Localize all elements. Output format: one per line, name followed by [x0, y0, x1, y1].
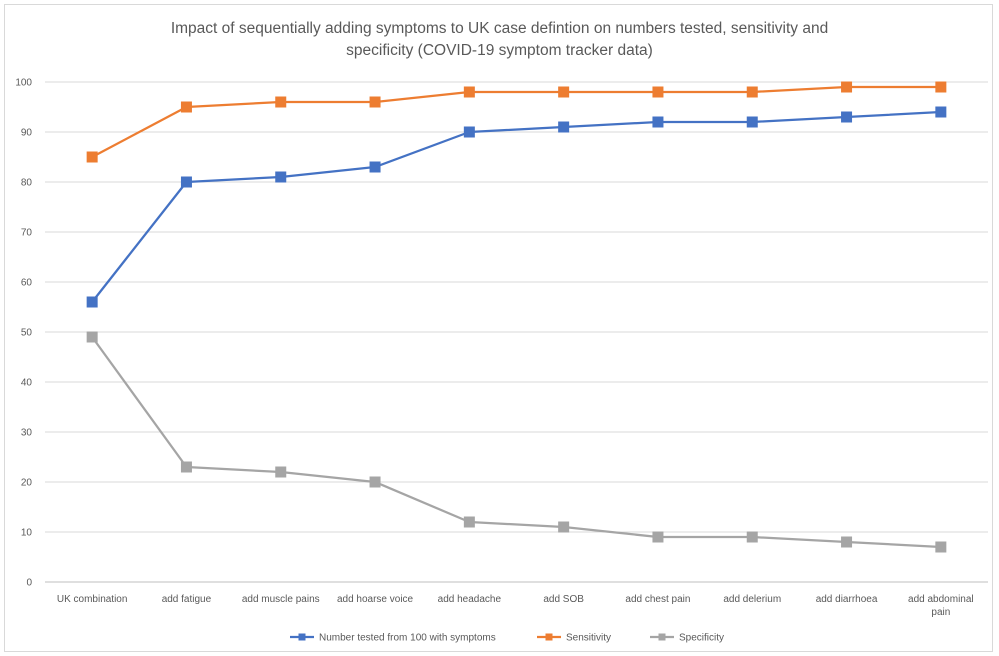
x-tick-label: add fatigue — [162, 594, 212, 605]
y-tick-label: 10 — [21, 528, 33, 539]
data-point-marker — [86, 296, 98, 308]
data-point-marker — [935, 81, 947, 93]
x-tick-label-line: add SOB — [543, 594, 584, 605]
data-point-marker — [86, 151, 98, 163]
x-tick-label: add SOB — [543, 594, 584, 605]
x-tick-label: add headache — [438, 594, 502, 605]
x-tick-label-line: add hoarse voice — [337, 594, 414, 605]
legend-label: Sensitivity — [566, 633, 611, 644]
data-point-marker — [746, 531, 758, 543]
y-tick-label: 40 — [21, 378, 33, 389]
chart-title: Impact of sequentially adding symptoms t… — [0, 18, 999, 62]
legend-marker — [658, 633, 666, 641]
data-point-marker — [652, 531, 664, 543]
x-tick-label-line: add muscle pains — [242, 594, 320, 605]
data-point-marker — [841, 81, 853, 93]
chart-title-line-1: Impact of sequentially adding symptoms t… — [170, 20, 829, 37]
data-point-marker — [841, 111, 853, 123]
chart-frame — [4, 4, 993, 652]
data-point-marker — [180, 461, 192, 473]
data-point-marker — [463, 86, 475, 98]
x-tick-label: add abdominal pain — [908, 594, 974, 618]
x-tick-label: add hoarse voice — [337, 594, 414, 605]
data-point-marker — [746, 116, 758, 128]
x-axis-tick-labels: UK combination add fatigue add muscle pain… — [57, 594, 974, 618]
y-tick-label: 80 — [21, 178, 33, 189]
data-point-marker — [935, 541, 947, 553]
data-point-marker — [275, 171, 287, 183]
legend-label: Specificity — [679, 633, 724, 644]
x-tick-label-line: add headache — [438, 594, 502, 605]
y-tick-label: 30 — [21, 428, 33, 439]
x-tick-label: add delerium — [723, 594, 781, 605]
series-line — [91, 110, 941, 303]
legend-label: Number tested from 100 with symptoms — [319, 633, 496, 644]
series-lines — [86, 81, 947, 553]
legend: Number tested from 100 with symptoms Sens… — [290, 633, 724, 644]
data-point-marker — [86, 331, 98, 343]
data-point-marker — [746, 86, 758, 98]
x-tick-label-line: add chest pain — [625, 594, 690, 605]
x-tick-label: add muscle pains — [242, 594, 320, 605]
data-point-marker — [558, 521, 570, 533]
data-point-marker — [369, 476, 381, 488]
x-tick-label-line: add abdominal — [908, 594, 974, 605]
y-tick-label: 0 — [26, 578, 32, 589]
x-tick-label-line: add delerium — [723, 594, 781, 605]
y-tick-label: 50 — [21, 328, 33, 339]
data-point-marker — [463, 126, 475, 138]
data-point-marker — [369, 161, 381, 173]
x-tick-label-line: add fatigue — [162, 594, 212, 605]
x-tick-label-line: UK combination — [57, 594, 128, 605]
data-point-marker — [841, 536, 853, 548]
data-point-marker — [275, 96, 287, 108]
data-point-marker — [369, 96, 381, 108]
y-tick-label: 70 — [21, 228, 33, 239]
data-point-marker — [463, 516, 475, 528]
chart-title-line-2: specificity (COVID-19 symptom tracker da… — [346, 42, 653, 59]
data-point-marker — [180, 101, 192, 113]
data-point-marker — [652, 116, 664, 128]
series-line — [91, 85, 941, 158]
data-point-marker — [180, 176, 192, 188]
data-point-marker — [652, 86, 664, 98]
y-tick-label: 20 — [21, 478, 33, 489]
legend-marker — [298, 633, 306, 641]
data-point-marker — [558, 86, 570, 98]
y-tick-label: 90 — [21, 128, 33, 139]
y-tick-label: 60 — [21, 278, 33, 289]
y-axis-tick-labels: 0 10 20 30 40 50 60 70 80 90 100 — [15, 78, 32, 589]
x-tick-label-line: pain — [931, 607, 950, 618]
x-tick-label: UK combination — [57, 594, 128, 605]
series-line — [91, 336, 941, 549]
x-tick-label: add chest pain — [625, 594, 690, 605]
x-tick-label-line: add diarrhoea — [816, 594, 878, 605]
x-tick-label: add diarrhoea — [816, 594, 878, 605]
gridlines — [45, 81, 988, 583]
data-point-marker — [558, 121, 570, 133]
data-point-marker — [275, 466, 287, 478]
legend-marker — [545, 633, 553, 641]
data-point-marker — [935, 106, 947, 118]
y-tick-label: 100 — [15, 78, 32, 89]
